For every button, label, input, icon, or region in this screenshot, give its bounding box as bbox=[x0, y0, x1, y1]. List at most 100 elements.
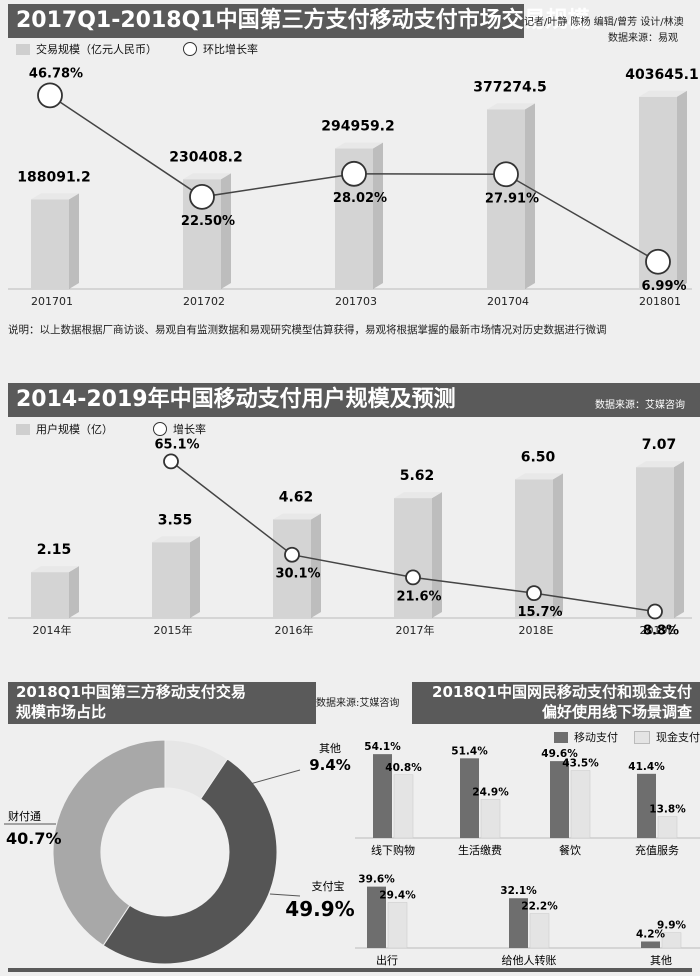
mobile-bar-5 bbox=[509, 898, 528, 948]
x-tick-label-2: 2016年 bbox=[275, 623, 314, 637]
bar-front-3 bbox=[394, 498, 432, 618]
mobile-value-label-6: 4.2% bbox=[636, 928, 666, 940]
growth-rate-point-1 bbox=[189, 184, 215, 210]
panel1-source: 数据来源：易观 bbox=[608, 33, 678, 44]
legend-swatch-mobile bbox=[554, 731, 568, 743]
growth-rate-point-4 bbox=[526, 585, 542, 602]
slice-value-tenpay: 40.7% bbox=[6, 829, 62, 848]
panel1-legend-bar: 交易规模（亿元人民币） bbox=[16, 41, 157, 57]
growth-rate-label-0: 46.78% bbox=[29, 66, 83, 81]
x-tick-label-1: 201702 bbox=[183, 295, 225, 308]
panel2-title: 2014-2019年中国移动支付用户规模及预测 bbox=[8, 383, 700, 417]
bar-top-4 bbox=[515, 473, 563, 480]
panel3-title-line1: 2018Q1中国第三方移动支付交易 bbox=[16, 683, 246, 701]
bar-top-5 bbox=[636, 461, 684, 468]
bar-side-1 bbox=[190, 536, 200, 618]
cash-value-label-4: 29.4% bbox=[379, 889, 416, 901]
bar-front-3 bbox=[487, 109, 525, 289]
bar-top-4 bbox=[639, 90, 687, 97]
panel4-title: 2018Q1中国网民移动支付和现金支付 偏好使用线下场景调查 bbox=[412, 682, 700, 724]
bar-value-label-4: 403645.1 bbox=[625, 67, 699, 83]
mobile-value-label-2: 49.6% bbox=[541, 748, 578, 760]
x-tick-label-4: 2018E bbox=[519, 624, 554, 637]
bar-side-5 bbox=[674, 461, 684, 618]
bar-side-3 bbox=[525, 103, 535, 289]
transaction-volume-chart: 188091.2 201701 230408.2 201702 294959.2 2017… bbox=[8, 66, 699, 308]
bar-front-0 bbox=[31, 199, 69, 289]
legend-label: 交易规模（亿元人民币） bbox=[36, 43, 157, 56]
bar-front-5 bbox=[636, 467, 674, 618]
legend-swatch-circle bbox=[153, 422, 167, 436]
cash-value-label-1: 24.9% bbox=[472, 786, 509, 798]
donut-slice-1 bbox=[52, 739, 166, 947]
cash-value-label-5: 22.2% bbox=[521, 901, 558, 913]
x-tick-label-2: 201703 bbox=[335, 295, 377, 308]
x-tick-label-4: 201801 bbox=[639, 295, 681, 308]
panel4-title-line1: 2018Q1中国网民移动支付和现金支付 bbox=[432, 683, 692, 701]
bar-side-0 bbox=[69, 566, 79, 618]
donut-slice-2 bbox=[164, 739, 229, 800]
cash-bar-1 bbox=[480, 799, 501, 839]
market-share-donut-chart: 其他9.4% 支付宝 49.9% 财付通 40.7% bbox=[4, 739, 355, 965]
growth-rate-label-3: 27.91% bbox=[485, 191, 539, 206]
category-label-5: 给他人转账 bbox=[502, 953, 557, 967]
growth-rate-label-4: 6.99% bbox=[641, 279, 686, 294]
panel1-note: 说明：以上数据根据厂商访谈、易观自有监测数据和易观研究模型估算获得，易观将根据掌… bbox=[8, 324, 607, 336]
mobile-value-label-3: 41.4% bbox=[628, 761, 665, 773]
slice-value-other: 9.4% bbox=[309, 756, 351, 774]
panel3-title-line2: 规模市场占比 bbox=[16, 703, 107, 721]
growth-rate-point-3 bbox=[493, 161, 519, 188]
legend-label: 移动支付 bbox=[574, 731, 618, 744]
slice-name-alipay: 支付宝 bbox=[312, 879, 345, 893]
donut-slice-0 bbox=[102, 758, 278, 965]
bar-top-2 bbox=[273, 513, 321, 520]
growth-rate-label-4: 15.7% bbox=[517, 605, 562, 620]
bar-front-0 bbox=[31, 572, 69, 618]
x-tick-label-3: 201704 bbox=[487, 295, 529, 308]
growth-rate-point-2 bbox=[341, 160, 367, 187]
growth-rate-point-3 bbox=[405, 569, 421, 586]
legend-swatch-cash bbox=[634, 730, 650, 744]
bar-value-label-0: 188091.2 bbox=[17, 169, 91, 185]
slice-value-alipay: 49.9% bbox=[285, 897, 354, 921]
panel4-legend-cash: 现金支付 bbox=[634, 729, 700, 745]
mobile-value-label-1: 51.4% bbox=[451, 745, 488, 757]
bar-side-2 bbox=[373, 142, 383, 289]
x-tick-label-1: 2015年 bbox=[154, 623, 193, 637]
growth-rate-point-5 bbox=[647, 603, 663, 620]
panel1-credits: 记者/叶静 陈杨 编辑/曾芳 设计/林澳 bbox=[524, 17, 684, 28]
legend-label: 增长率 bbox=[173, 423, 206, 436]
x-tick-label-0: 2014年 bbox=[33, 623, 72, 637]
growth-rate-point-2 bbox=[284, 546, 300, 563]
panel1-legend-line: 环比增长率 bbox=[183, 41, 258, 57]
bar-top-1 bbox=[152, 536, 200, 543]
category-label-2: 餐饮 bbox=[559, 843, 581, 857]
payment-preference-chart: 54.1% 40.8% 线下购物 51.4% 24.9% 生活缴费 49.6%43.5% 餐饮… bbox=[355, 741, 700, 967]
category-label-0: 线下购物 bbox=[371, 843, 415, 857]
legend-label: 现金支付 bbox=[656, 731, 700, 744]
legend-swatch-bar bbox=[16, 423, 30, 435]
growth-rate-point-4 bbox=[645, 248, 671, 275]
mobile-bar-0 bbox=[373, 754, 392, 838]
cash-value-label-0: 40.8% bbox=[385, 762, 422, 774]
bar-top-0 bbox=[31, 566, 79, 573]
legend-label: 环比增长率 bbox=[203, 43, 258, 56]
legend-swatch-bar bbox=[16, 43, 30, 55]
cash-bar-5 bbox=[529, 913, 550, 949]
category-label-1: 生活缴费 bbox=[458, 843, 502, 857]
slice-name-tenpay: 财付通 bbox=[8, 809, 41, 823]
bar-value-label-1: 230408.2 bbox=[169, 149, 243, 165]
x-tick-label-3: 2017年 bbox=[396, 623, 435, 637]
cash-value-label-3: 13.8% bbox=[649, 804, 686, 816]
panel2-source: 数据来源：艾媒咨询 bbox=[595, 400, 685, 411]
panel4-legend-mobile: 移动支付 bbox=[554, 729, 618, 745]
bar-side-4 bbox=[553, 473, 563, 618]
panel3-source: 数据来源:艾媒咨询 bbox=[316, 698, 400, 709]
user-scale-chart: 2.15 2014年 3.55 2015年 4.62 2016年 5.62 2017年 6.50… bbox=[8, 437, 692, 639]
x-tick-label-5: 2019E bbox=[640, 624, 675, 637]
mobile-bar-3 bbox=[637, 773, 656, 838]
legend-swatch-circle bbox=[183, 42, 197, 56]
bar-value-label-3: 5.62 bbox=[400, 468, 435, 484]
cash-bar-3 bbox=[657, 816, 678, 839]
growth-rate-label-3: 21.6% bbox=[396, 589, 441, 604]
